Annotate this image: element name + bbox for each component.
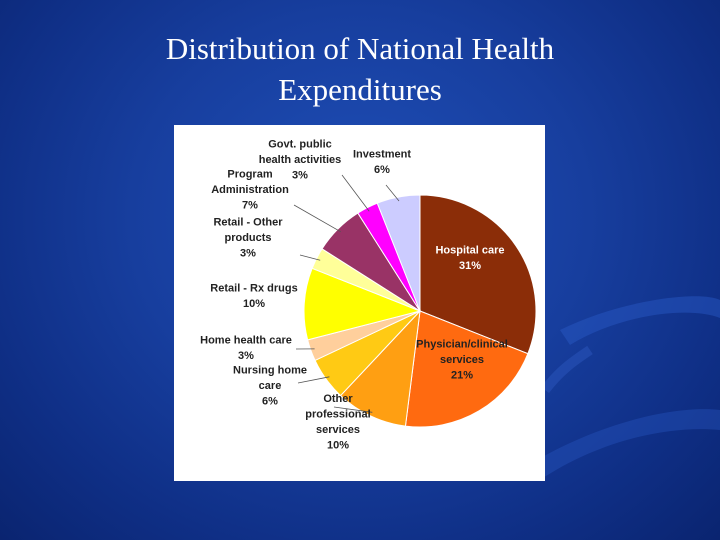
slice-label-nursing-home-care: Nursing home care 6% (233, 365, 307, 408)
pie-chart: Hospital care 31% Physician/clinical servic… (200, 139, 537, 452)
slice-label-home-health-care: Home health care 3% (200, 334, 292, 362)
slice-label-retail-rx-drugs: Retail - Rx drugs 10% (210, 282, 297, 310)
pie-slice-physician-clinical-services (404, 310, 529, 428)
slice-label-other-professional-services: Other professional services 10% (305, 393, 370, 452)
slice-label-retail-other-products: Retail - Other products 3% (213, 217, 283, 260)
leader-line (385, 184, 400, 202)
pie-slice-hospital-care (419, 194, 537, 355)
slide-title-line-2: Expenditures (278, 72, 442, 107)
slide-title: Distribution of National Health Expendit… (60, 28, 660, 110)
leader-line (297, 376, 330, 384)
pie-slice-retail-rx-drugs (303, 267, 422, 341)
pie-labels: Hospital care 31% Physician/clinical servic… (200, 139, 508, 452)
leader-line (341, 174, 370, 212)
pie-slices (303, 194, 537, 428)
leader-line (299, 254, 321, 261)
pie-slice-other-professional-services (339, 309, 421, 427)
slide-title-line-1: Distribution of National Health (165, 31, 555, 66)
slice-label-physician-clinical-services: Physician/clinical services 21% (416, 339, 508, 382)
leader-line (333, 406, 373, 413)
pie-slice-investment (376, 194, 421, 312)
pie-chart-panel: Hospital care 31% Physician/clinical servic… (174, 125, 545, 481)
slice-label-investment: Investment 6% (353, 148, 411, 176)
slice-label-program-administration: Program Administration 7% (211, 169, 289, 212)
leader-line (293, 204, 341, 233)
pie-leader-lines (293, 174, 400, 413)
slice-label-hospital-care: Hospital care 31% (435, 244, 504, 271)
slice-label-govt-public-health-activities: Govt. public health activities 3% (259, 139, 342, 182)
